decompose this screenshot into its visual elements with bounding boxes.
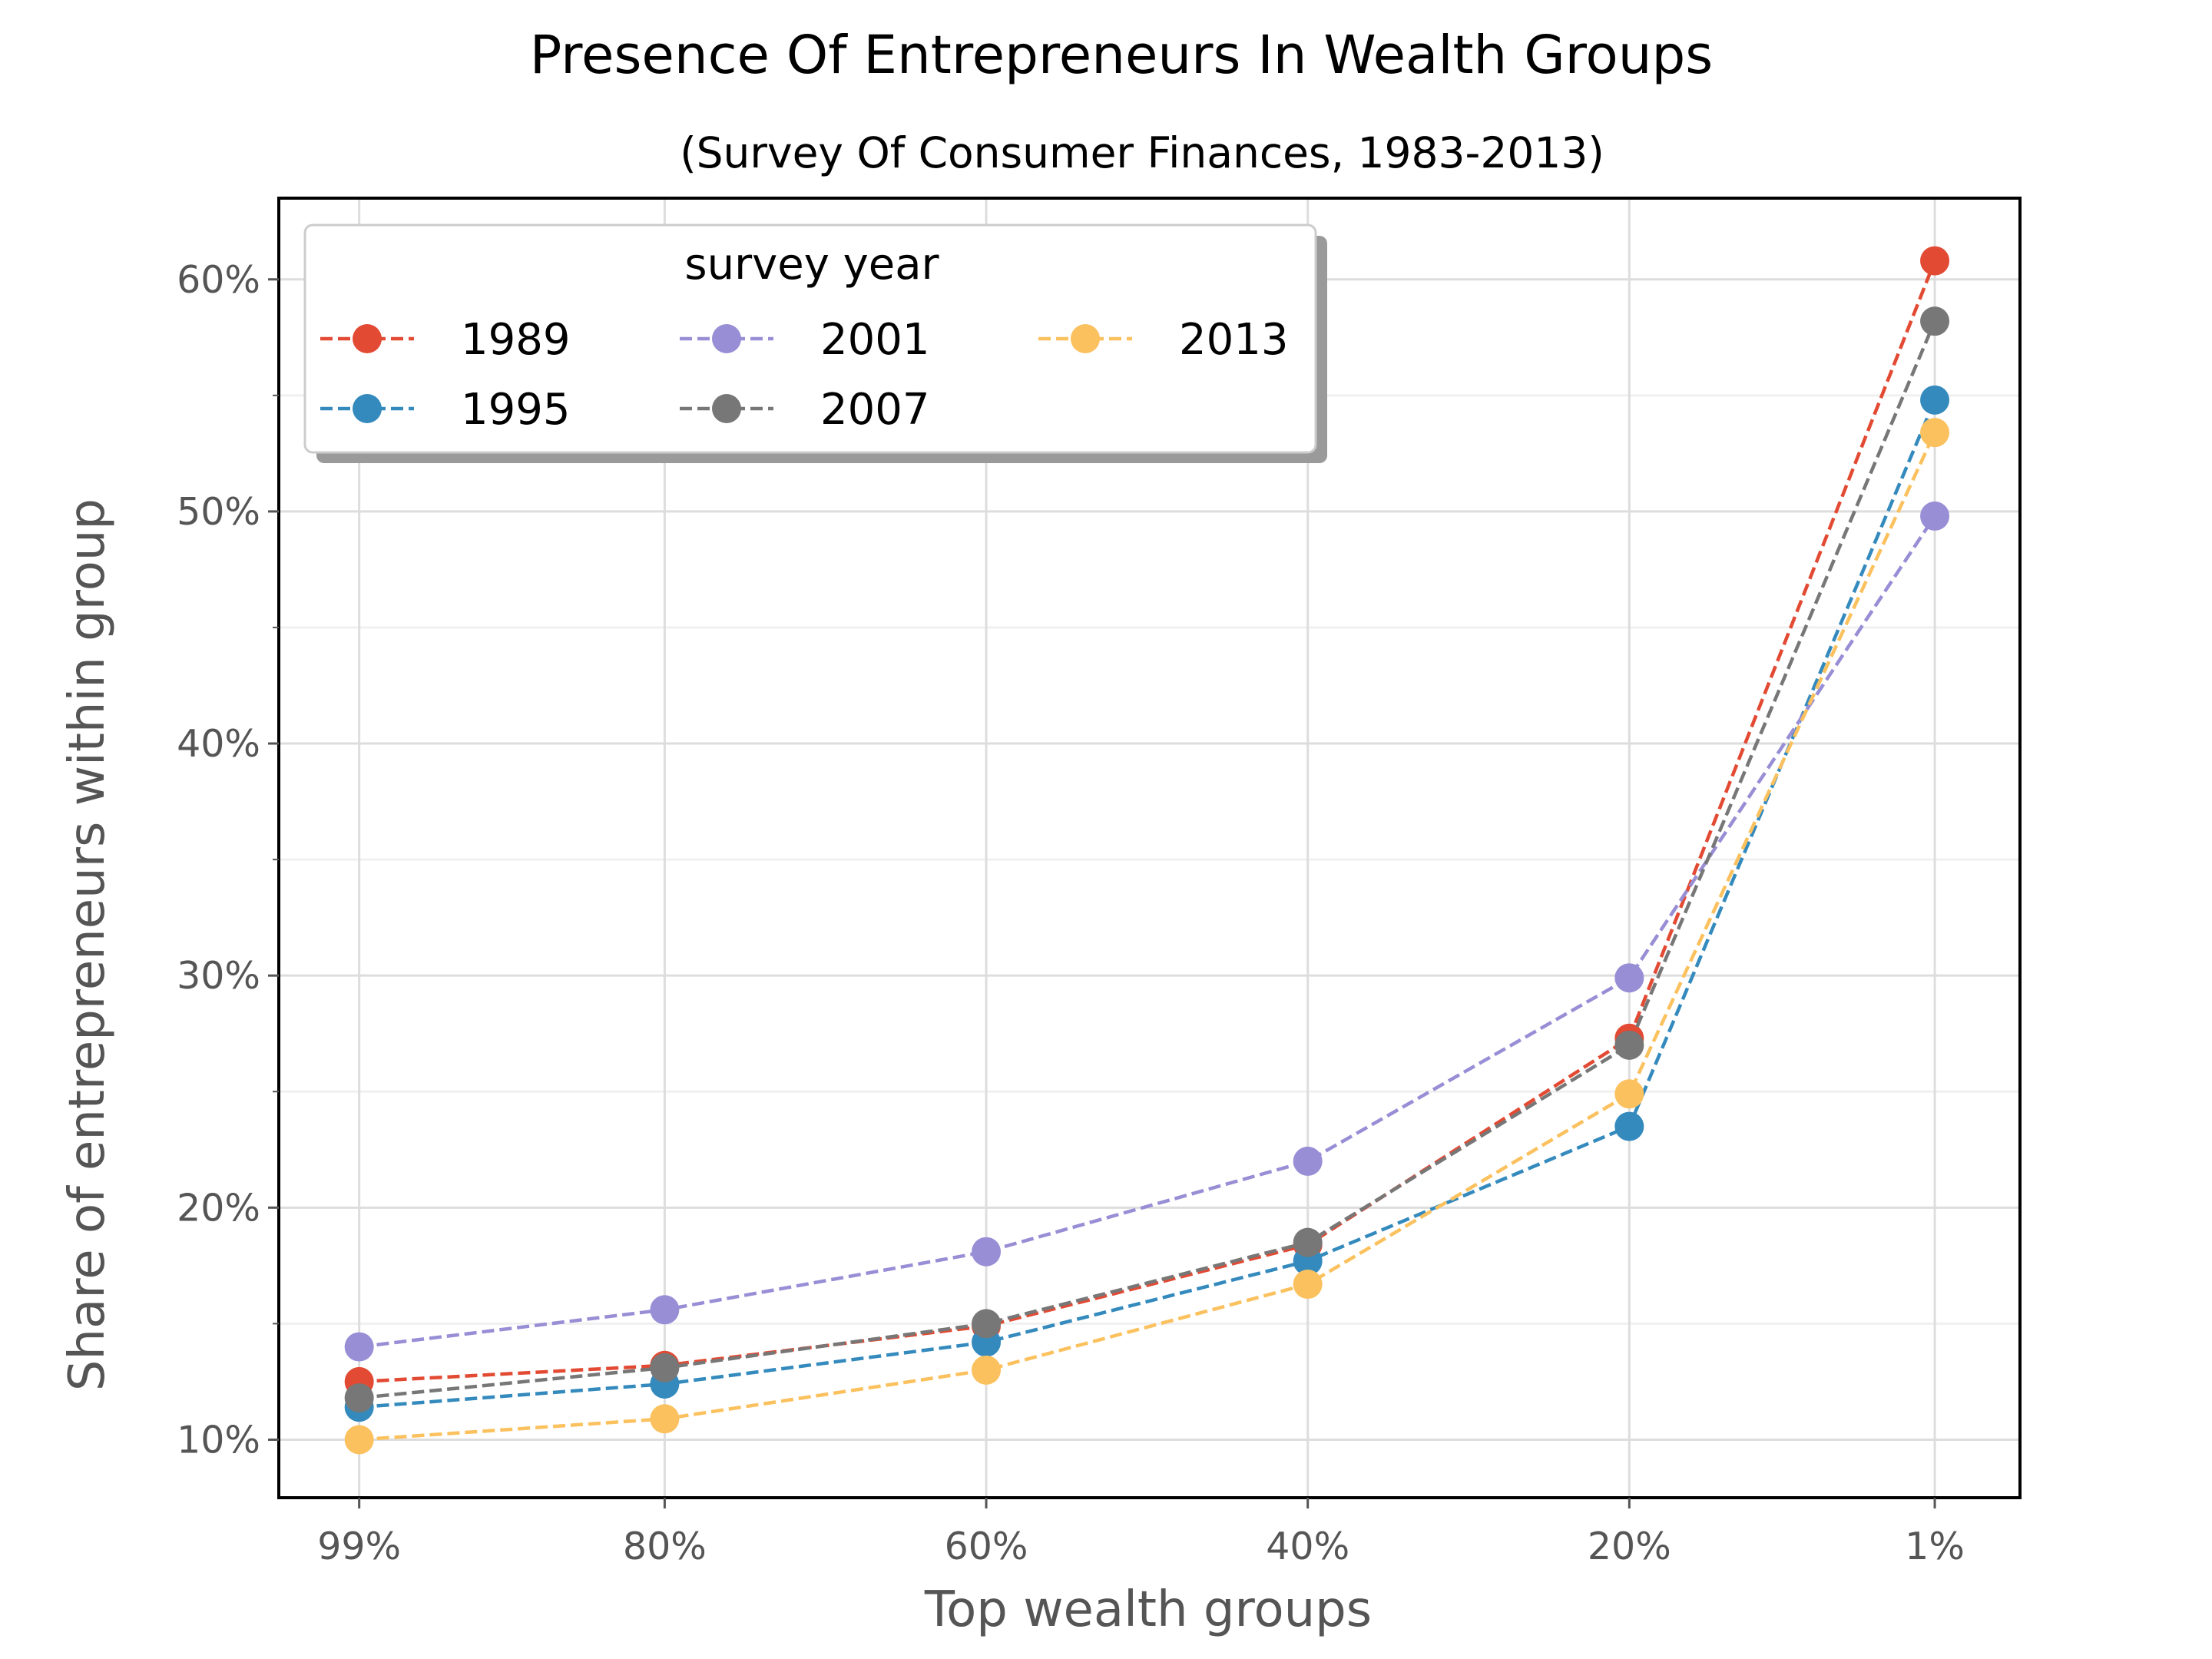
y-tick-label: 50% <box>177 490 260 534</box>
legend-label: 2007 <box>820 385 930 435</box>
series-line-1995 <box>359 399 1937 1409</box>
y-axis-label: Share of entrepreneurs within group <box>59 498 116 1391</box>
legend-entries: 1989 1995 2001 2007 2013 <box>320 315 1289 435</box>
chart-subtitle: (Survey Of Consumer Finances, 1983-2013) <box>680 128 1604 177</box>
legend-swatch-marker <box>353 394 382 423</box>
x-tick-label: 99% <box>317 1525 401 1568</box>
y-tick-label: 40% <box>177 722 260 766</box>
data-point-2007 <box>344 1383 374 1413</box>
data-point-2007 <box>972 1309 1002 1339</box>
legend-item-2001: 2001 <box>680 315 930 365</box>
legend-swatch-marker <box>712 394 741 423</box>
legend-box <box>303 224 1317 454</box>
legend-title: survey year <box>684 240 939 290</box>
data-point-2001 <box>1293 1146 1323 1176</box>
data-point-2001 <box>1920 501 1950 531</box>
legend-item-2013: 2013 <box>1038 315 1289 365</box>
data-point-2001 <box>1614 963 1644 993</box>
legend-label: 2013 <box>1179 315 1289 365</box>
series-1995 <box>344 385 1950 1422</box>
legend-swatch-marker <box>353 324 382 353</box>
data-point-2007 <box>1920 306 1950 336</box>
data-point-1989 <box>1920 246 1950 276</box>
plot-frame <box>277 197 2022 1499</box>
chart-title: Presence Of Entrepreneurs In Wealth Grou… <box>530 25 1713 86</box>
y-tick-label: 20% <box>177 1186 260 1230</box>
series-line-1989 <box>359 260 1937 1384</box>
legend: survey year 1989 1995 2001 2007 2013 <box>303 224 1327 463</box>
x-tick-label: 60% <box>945 1525 1028 1568</box>
legend-item-2007: 2007 <box>680 385 930 435</box>
series-layer <box>344 246 1950 1455</box>
legend-label: 2001 <box>820 315 930 365</box>
series-2007 <box>344 306 1950 1413</box>
y-tick-label: 10% <box>177 1418 260 1462</box>
data-point-2013 <box>1920 418 1950 448</box>
data-point-2001 <box>972 1237 1002 1267</box>
data-point-2001 <box>650 1295 680 1325</box>
legend-label: 1995 <box>461 385 571 435</box>
data-point-2013 <box>344 1425 374 1455</box>
series-line-2007 <box>359 320 1937 1400</box>
series-2001 <box>344 501 1950 1362</box>
series-line-2001 <box>359 515 1936 1349</box>
data-point-2007 <box>1614 1030 1644 1060</box>
y-tick-label: 30% <box>177 954 260 998</box>
x-axis-label: Top wealth groups <box>924 1581 1372 1638</box>
legend-swatch-marker <box>712 324 741 353</box>
x-tick-label: 20% <box>1588 1525 1671 1568</box>
series-2013 <box>344 418 1950 1455</box>
data-point-2007 <box>1293 1227 1323 1257</box>
x-tick-label: 40% <box>1266 1525 1349 1568</box>
axis-ticks: 10% 20% 30% 40% 50% 60% 99% 80% 60% 40% 20% 1% <box>177 258 1965 1568</box>
data-point-2007 <box>650 1353 680 1382</box>
data-point-2013 <box>650 1404 680 1434</box>
data-point-2013 <box>1614 1079 1644 1109</box>
x-tick-label: 80% <box>623 1525 707 1568</box>
legend-swatch-marker <box>1071 324 1100 353</box>
legend-label: 1989 <box>461 315 571 365</box>
legend-item-1989: 1989 <box>320 315 571 365</box>
data-point-2001 <box>344 1332 374 1362</box>
data-point-2013 <box>972 1355 1002 1385</box>
data-point-2013 <box>1293 1270 1323 1300</box>
data-point-1995 <box>1614 1111 1644 1141</box>
legend-item-1995: 1995 <box>320 385 571 435</box>
data-point-1995 <box>1920 385 1950 415</box>
x-tick-label: 1% <box>1905 1525 1965 1568</box>
series-line-2013 <box>359 432 1937 1442</box>
y-tick-label: 60% <box>177 258 260 302</box>
